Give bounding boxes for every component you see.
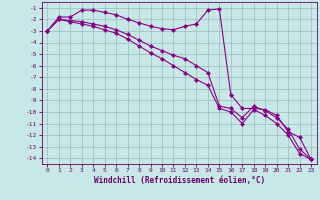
- X-axis label: Windchill (Refroidissement éolien,°C): Windchill (Refroidissement éolien,°C): [94, 176, 265, 185]
